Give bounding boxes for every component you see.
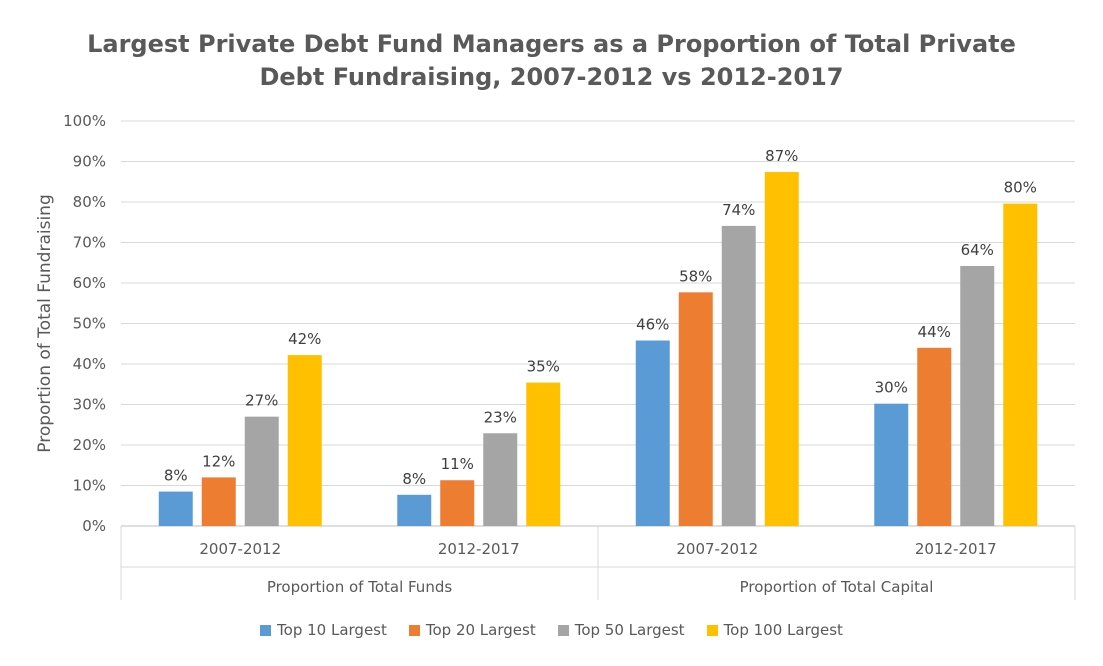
bar: [678, 292, 713, 526]
bar: [764, 172, 799, 526]
y-tick-label: 30%: [73, 396, 106, 414]
data-label: 42%: [288, 330, 321, 348]
y-tick-label: 90%: [73, 153, 106, 171]
y-tick-label: 0%: [82, 517, 106, 535]
x-category-label: 2012-2017: [438, 540, 520, 558]
legend-swatch: [557, 624, 569, 636]
bar: [874, 403, 909, 526]
legend-item: Top 10 Largest: [260, 621, 387, 639]
x-group-label: Proportion of Total Capital: [740, 578, 934, 596]
x-category-label: 2007-2012: [676, 540, 758, 558]
data-label: 35%: [527, 358, 560, 376]
x-category-label: 2007-2012: [199, 540, 281, 558]
data-label: 46%: [636, 316, 669, 334]
data-label: 80%: [1004, 179, 1037, 197]
chart-title-line-2: Debt Fundraising, 2007-2012 vs 2012-2017: [259, 63, 844, 91]
data-label: 64%: [961, 241, 994, 259]
legend-item: Top 50 Largest: [557, 621, 685, 639]
bars: [158, 172, 1038, 526]
y-tick-label: 40%: [73, 355, 106, 373]
chart-title-line-1: Largest Private Debt Fund Managers as a …: [87, 30, 1016, 58]
y-tick-label: 80%: [73, 193, 106, 211]
data-label: 8%: [164, 467, 188, 485]
y-tick-label: 50%: [73, 315, 106, 333]
bar: [244, 416, 279, 526]
bar: [287, 355, 322, 526]
data-label: 12%: [202, 452, 235, 470]
data-label: 11%: [441, 455, 474, 473]
legend-label: Top 50 Largest: [574, 621, 685, 639]
data-label: 87%: [765, 147, 798, 165]
legend-swatch: [408, 624, 420, 636]
legend: Top 10 Largest Top 20 Largest Top 50 Large…: [0, 621, 1103, 639]
bar: [721, 225, 756, 526]
data-label: 58%: [679, 267, 712, 285]
y-axis-label: Proportion of Total Fundraising: [35, 194, 55, 452]
legend-label: Top 100 Largest: [723, 621, 843, 639]
y-tick-label: 100%: [63, 112, 106, 130]
bar: [635, 340, 670, 526]
bar: [526, 382, 561, 526]
x-axis: 2007-2012 2012-2017 Proportion of Total Fu…: [120, 526, 1076, 600]
bar: [201, 477, 236, 526]
bar: [917, 347, 952, 526]
data-label: 74%: [722, 201, 755, 219]
data-label: 30%: [875, 379, 908, 397]
gridlines: [121, 120, 1075, 527]
data-label: 44%: [918, 323, 951, 341]
bar: [440, 480, 475, 526]
data-label: 27%: [245, 392, 278, 410]
bar: [960, 265, 995, 526]
y-tick-label: 20%: [73, 436, 106, 454]
bar: [483, 433, 518, 526]
y-axis-ticks: 0% 10% 20% 30% 40% 50% 60% 70% 80% 90% 100%: [63, 112, 106, 535]
y-tick-label: 70%: [73, 234, 106, 252]
bar: [158, 491, 193, 526]
legend-label: Top 20 Largest: [425, 621, 536, 639]
chart-title: Largest Private Debt Fund Managers as a …: [0, 28, 1103, 94]
legend-item: Top 100 Largest: [706, 621, 843, 639]
bar: [1003, 203, 1038, 526]
x-group-label: Proportion of Total Funds: [267, 578, 453, 596]
y-tick-label: 60%: [73, 274, 106, 292]
data-label: 8%: [402, 470, 426, 488]
legend-label: Top 10 Largest: [277, 621, 387, 639]
y-tick-label: 10%: [73, 477, 106, 495]
bar: [397, 494, 432, 526]
legend-swatch: [706, 624, 718, 636]
legend-item: Top 20 Largest: [408, 621, 536, 639]
legend-swatch: [260, 624, 272, 636]
data-label: 23%: [484, 408, 517, 426]
data-labels: 8% 12% 27% 42% 8% 11% 23% 35% 46% 58% 74% 87% 30% 44%…: [164, 147, 1037, 488]
x-category-label: 2012-2017: [915, 540, 997, 558]
